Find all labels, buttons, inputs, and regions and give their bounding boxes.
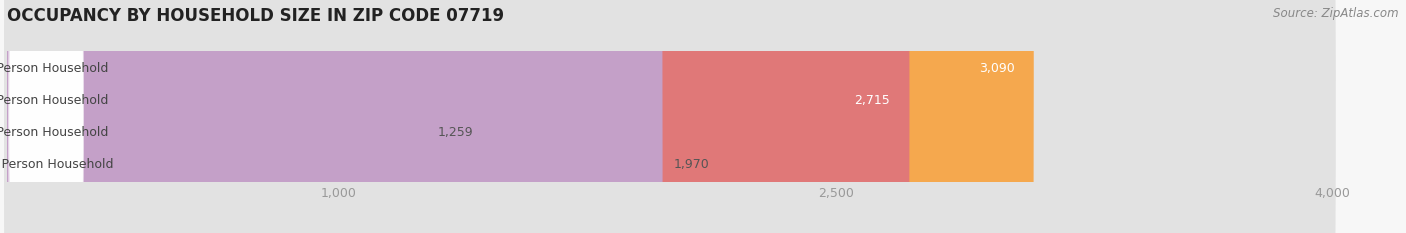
Text: OCCUPANCY BY HOUSEHOLD SIZE IN ZIP CODE 07719: OCCUPANCY BY HOUSEHOLD SIZE IN ZIP CODE … xyxy=(7,7,505,25)
Text: 4+ Person Household: 4+ Person Household xyxy=(0,158,114,171)
Text: 1,259: 1,259 xyxy=(437,126,474,139)
Text: 3,090: 3,090 xyxy=(979,62,1015,75)
FancyBboxPatch shape xyxy=(4,0,1033,233)
Text: 1,970: 1,970 xyxy=(673,158,709,171)
FancyBboxPatch shape xyxy=(4,0,662,233)
FancyBboxPatch shape xyxy=(4,0,427,233)
Text: 2-Person Household: 2-Person Household xyxy=(0,94,108,107)
FancyBboxPatch shape xyxy=(8,13,83,233)
FancyBboxPatch shape xyxy=(4,0,1336,233)
FancyBboxPatch shape xyxy=(4,0,1336,233)
FancyBboxPatch shape xyxy=(8,0,83,220)
FancyBboxPatch shape xyxy=(8,0,83,233)
Text: 2,715: 2,715 xyxy=(855,94,890,107)
FancyBboxPatch shape xyxy=(4,0,1336,233)
Text: 1-Person Household: 1-Person Household xyxy=(0,62,108,75)
FancyBboxPatch shape xyxy=(4,0,1336,233)
Text: Source: ZipAtlas.com: Source: ZipAtlas.com xyxy=(1274,7,1399,20)
Text: 3-Person Household: 3-Person Household xyxy=(0,126,108,139)
FancyBboxPatch shape xyxy=(4,0,910,233)
FancyBboxPatch shape xyxy=(8,0,83,233)
